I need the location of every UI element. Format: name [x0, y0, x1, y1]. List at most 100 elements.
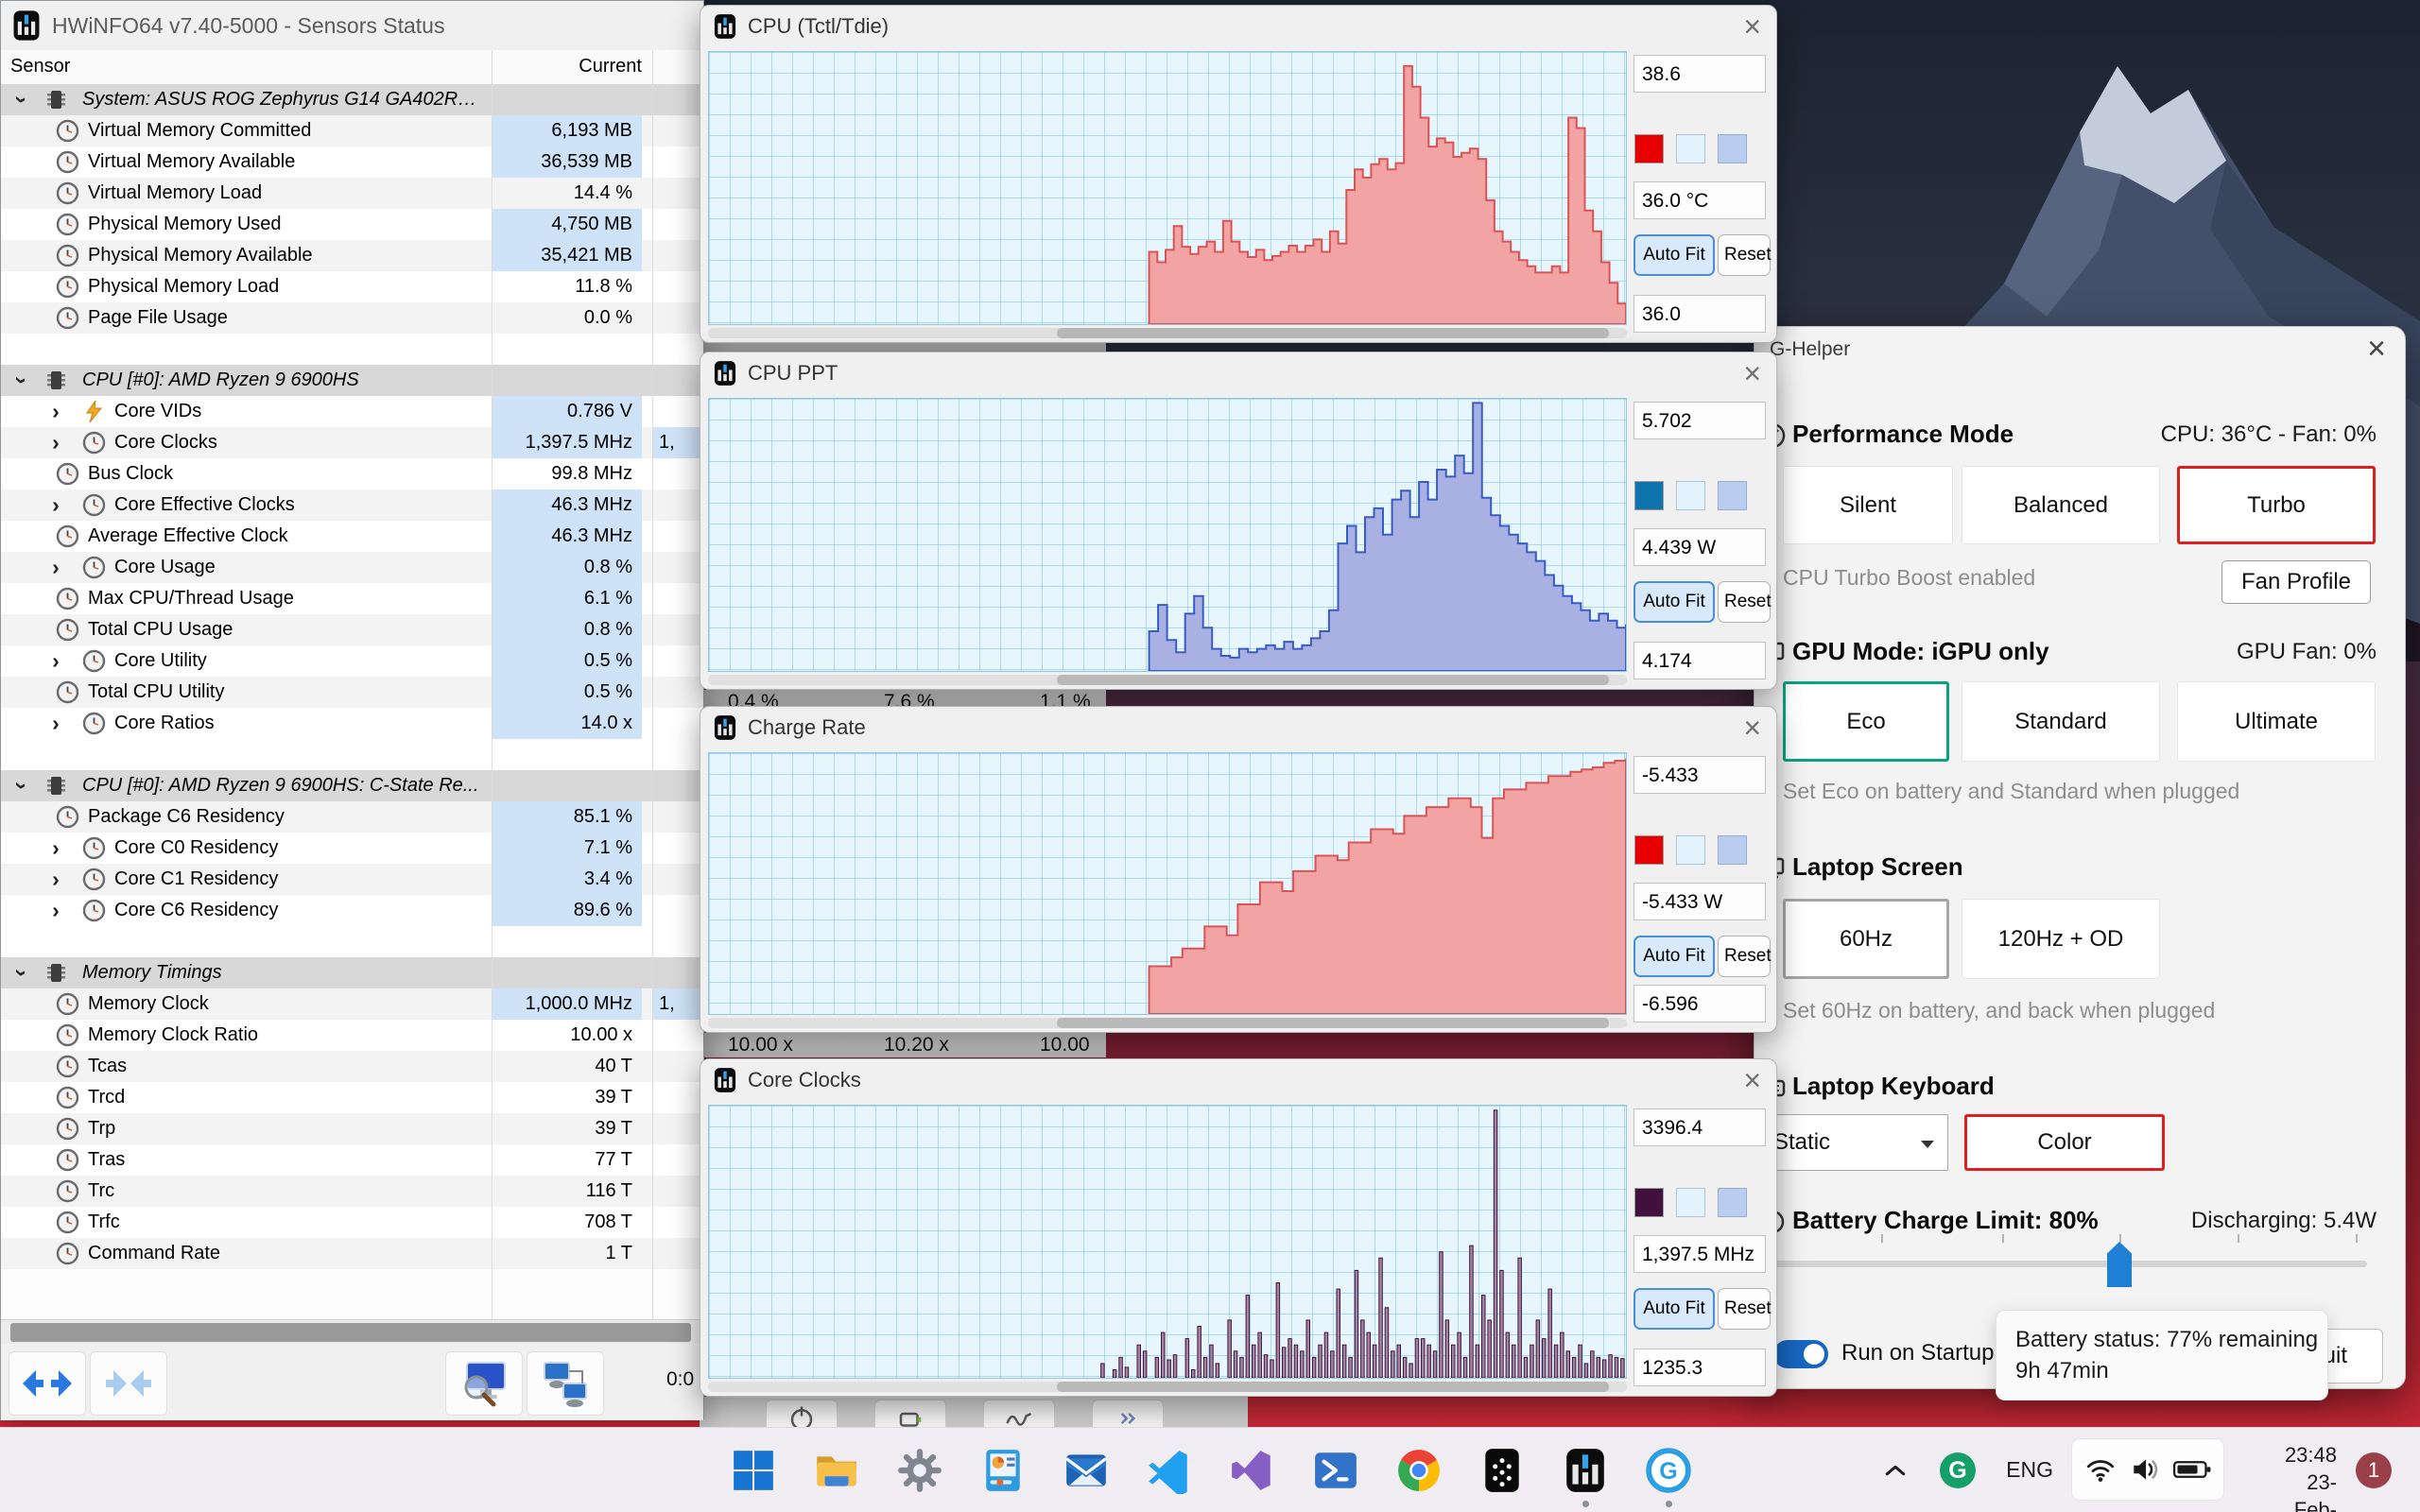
gpu-ultimate-button[interactable]: Ultimate [2177, 681, 2376, 762]
graph-titlebar[interactable]: Core Clocks × [700, 1059, 1776, 1101]
hwinfo-titlebar[interactable]: HWiNFO64 v7.40-5000 - Sensors Status [1, 1, 703, 51]
sensor-row[interactable]: Average Effective Clock 46.3 MHz [1, 521, 703, 552]
hwinfo-icon[interactable] [1560, 1445, 1611, 1507]
expand-arrow-icon[interactable]: › [52, 430, 60, 455]
close-icon[interactable]: × [1743, 9, 1761, 43]
settings-icon[interactable] [894, 1445, 945, 1496]
powershell-icon[interactable] [1310, 1445, 1361, 1496]
sensor-row[interactable]: Total CPU Usage 0.8 % [1, 614, 703, 645]
close-icon[interactable]: × [1743, 1063, 1761, 1097]
background-color-swatch[interactable] [1676, 835, 1705, 865]
reset-button[interactable]: Reset [1718, 1288, 1772, 1330]
keyboard-color-button[interactable]: Color [1964, 1114, 2165, 1171]
run-on-startup-toggle[interactable] [1773, 1340, 1828, 1368]
auto-fit-button[interactable]: Auto Fit [1634, 234, 1715, 276]
close-icon[interactable]: × [1743, 356, 1761, 390]
remote-sensors-button[interactable] [527, 1351, 604, 1416]
column-header-sensor[interactable]: Sensor [10, 56, 71, 77]
background-color-swatch[interactable] [1676, 481, 1705, 510]
vscode-icon[interactable] [1144, 1445, 1195, 1496]
sensor-section-row[interactable]: › System: ASUS ROG Zephyrus G14 GA402RK_.… [1, 84, 703, 115]
notification-badge[interactable]: 1 [2356, 1452, 2392, 1488]
collapse-arrow-icon[interactable]: › [9, 376, 35, 385]
graph-scrollbar[interactable] [708, 1018, 1627, 1028]
explorer-icon[interactable] [811, 1445, 862, 1496]
grid-color-swatch[interactable] [1718, 835, 1747, 865]
sensor-row[interactable]: Physical Memory Used 4,750 MB [1, 209, 703, 240]
expand-columns-button[interactable] [9, 1351, 86, 1416]
mail-icon[interactable] [1061, 1445, 1112, 1496]
sensor-row[interactable]: Virtual Memory Committed 6,193 MB [1, 115, 703, 146]
refresh-120hz-od-button[interactable]: 120Hz + OD [1962, 899, 2160, 979]
sensor-row[interactable]: Max CPU/Thread Usage 6.1 % [1, 583, 703, 614]
sensor-section-row[interactable]: › CPU [#0]: AMD Ryzen 9 6900HS: C-State R… [1, 770, 703, 801]
language-indicator[interactable]: ENG [2006, 1457, 2053, 1482]
collapse-arrow-icon[interactable]: › [9, 782, 35, 790]
expand-arrow-icon[interactable]: › [52, 648, 60, 673]
reset-button[interactable]: Reset [1718, 581, 1772, 623]
sensor-row[interactable]: › Core C6 Residency 89.6 % [1, 895, 703, 926]
collapse-columns-button[interactable] [90, 1351, 167, 1416]
scrollbar-thumb[interactable] [1057, 1018, 1609, 1028]
background-color-swatch[interactable] [1676, 1188, 1705, 1217]
taskbar-clock[interactable]: 23:48 23-Feb-23 [2285, 1441, 2337, 1512]
background-color-swatch[interactable] [1676, 134, 1705, 163]
gpu-standard-button[interactable]: Standard [1962, 681, 2160, 762]
sensor-row[interactable]: Package C6 Residency 85.1 % [1, 801, 703, 833]
turbo-mode-button[interactable]: Turbo [2177, 466, 2376, 544]
visual-studio-icon[interactable] [1227, 1445, 1278, 1496]
series-color-swatch[interactable] [1634, 134, 1664, 163]
sensor-section-row[interactable]: › Memory Timings [1, 957, 703, 988]
sensor-row[interactable]: › Core VIDs 0.786 V [1, 396, 703, 427]
expand-arrow-icon[interactable]: › [52, 399, 60, 423]
sensor-row[interactable]: Physical Memory Available 35,421 MB [1, 240, 703, 271]
fan-profile-button[interactable]: Fan Profile [2221, 560, 2371, 604]
sensor-row[interactable]: › Core Clocks 1,397.5 MHz 1, [1, 427, 703, 458]
chrome-icon[interactable] [1393, 1445, 1444, 1496]
silent-mode-button[interactable]: Silent [1783, 466, 1953, 544]
series-color-swatch[interactable] [1634, 481, 1664, 510]
sensor-row[interactable]: Trp 39 T [1, 1113, 703, 1144]
sensor-row[interactable]: Page File Usage 0.0 % [1, 302, 703, 334]
grammarly-tray-icon[interactable]: G [1940, 1452, 1976, 1488]
sensor-row[interactable]: Command Rate 1 T [1, 1238, 703, 1269]
graph-titlebar[interactable]: CPU PPT × [700, 352, 1776, 394]
auto-fit-button[interactable]: Auto Fit [1634, 1288, 1715, 1330]
system-summary-button[interactable] [445, 1351, 523, 1416]
grid-color-swatch[interactable] [1718, 481, 1747, 510]
expand-arrow-icon[interactable]: › [52, 555, 60, 579]
expand-arrow-icon[interactable]: › [52, 711, 60, 735]
sensor-row[interactable]: Tras 77 T [1, 1144, 703, 1176]
grid-color-swatch[interactable] [1718, 1188, 1747, 1217]
grid-color-swatch[interactable] [1718, 134, 1747, 163]
expand-arrow-icon[interactable]: › [52, 898, 60, 922]
sensor-row[interactable]: Memory Clock 1,000.0 MHz 1, [1, 988, 703, 1020]
auto-fit-button[interactable]: Auto Fit [1634, 581, 1715, 623]
column-header-current[interactable]: Current [579, 56, 642, 77]
sensor-row[interactable]: › Core Usage 0.8 % [1, 552, 703, 583]
sensor-row[interactable]: Trcd 39 T [1, 1082, 703, 1113]
sensor-row[interactable]: Virtual Memory Load 14.4 % [1, 178, 703, 209]
monitor-app-icon[interactable] [977, 1445, 1028, 1496]
scrollbar-thumb[interactable] [1057, 328, 1609, 338]
collapse-arrow-icon[interactable]: › [9, 969, 35, 977]
battery-limit-slider-handle[interactable] [2107, 1242, 2132, 1287]
series-color-swatch[interactable] [1634, 1188, 1664, 1217]
collapse-arrow-icon[interactable]: › [9, 95, 35, 104]
reset-button[interactable]: Reset [1718, 936, 1772, 977]
tray-quick-settings[interactable] [2072, 1439, 2223, 1500]
close-icon[interactable]: × [1743, 711, 1761, 745]
sensor-row[interactable]: Virtual Memory Available 36,539 MB [1, 146, 703, 178]
sensor-row[interactable]: Bus Clock 99.8 MHz [1, 458, 703, 490]
sensor-row[interactable]: › Core Effective Clocks 46.3 MHz [1, 490, 703, 521]
close-icon[interactable]: × [2367, 331, 2386, 367]
series-color-swatch[interactable] [1634, 835, 1664, 865]
sensor-section-row[interactable]: › CPU [#0]: AMD Ryzen 9 6900HS [1, 365, 703, 396]
sensor-row[interactable]: Physical Memory Load 11.8 % [1, 271, 703, 302]
graph-titlebar[interactable]: Charge Rate × [700, 707, 1776, 748]
gpu-eco-button[interactable]: Eco [1783, 681, 1949, 762]
sensor-row[interactable]: Trc 116 T [1, 1176, 703, 1207]
sensor-row[interactable]: Total CPU Utility 0.5 % [1, 677, 703, 708]
graph-titlebar[interactable]: CPU (Tctl/Tdie) × [700, 6, 1776, 47]
expand-arrow-icon[interactable]: › [52, 492, 60, 517]
